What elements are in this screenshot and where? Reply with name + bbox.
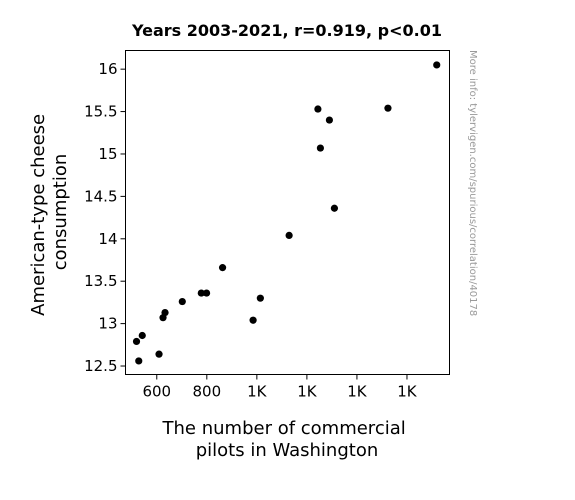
data-point xyxy=(249,316,257,324)
y-tick-label: 16 xyxy=(98,60,117,78)
data-point xyxy=(433,61,441,69)
data-point xyxy=(178,297,186,306)
data-point xyxy=(384,104,392,112)
y-tick-label: 13 xyxy=(98,315,117,333)
x-tick-label: 1K xyxy=(397,383,418,401)
data-point xyxy=(197,289,205,297)
data-point xyxy=(138,331,146,340)
x-axis-label: The number of commercial pilots in Washi… xyxy=(162,418,412,461)
data-point xyxy=(285,231,293,240)
data-point xyxy=(132,337,141,346)
watermark-text: More info: tylervigen.com/spurious/corre… xyxy=(467,50,478,316)
y-axis-label-line-1: American-type cheese xyxy=(28,114,49,316)
data-point xyxy=(155,350,163,358)
x-tick-label: 1K xyxy=(347,383,368,401)
x-axis-label-line-1: The number of commercial xyxy=(162,418,406,439)
data-point xyxy=(161,308,169,317)
x-tick-label: 1K xyxy=(247,383,268,401)
y-tick-label: 15 xyxy=(98,145,117,163)
y-tick-label: 12.5 xyxy=(84,357,117,375)
data-point xyxy=(330,204,339,212)
data-point xyxy=(325,116,334,124)
data-point xyxy=(256,294,264,302)
x-tick-label: 800 xyxy=(192,383,221,401)
x-tick-label: 600 xyxy=(142,383,171,401)
chart-title: Years 2003-2021, r=0.919, p<0.01 xyxy=(131,21,442,40)
data-point xyxy=(316,144,325,152)
x-tick-label: 1K xyxy=(297,383,318,401)
x-axis: 600 800 1K 1K 1K 1K xyxy=(142,374,418,401)
y-tick-label: 15.5 xyxy=(84,103,117,121)
plot-frame xyxy=(125,50,450,375)
data-point xyxy=(135,357,143,365)
x-axis-label-line-2: pilots in Washington xyxy=(196,440,379,461)
y-tick-label: 14.5 xyxy=(84,187,117,205)
y-axis: 12.5 13 13.5 14 14.5 15 15.5 16 xyxy=(84,60,126,375)
plot-area: 600 800 1K 1K 1K 1K 12.5 13 13.5 14 14.5 15 15.5 16 xyxy=(84,50,450,401)
data-points xyxy=(132,61,441,365)
y-axis-label-line-2: consumption xyxy=(50,154,71,271)
data-point xyxy=(314,105,322,113)
y-tick-label: 14 xyxy=(98,230,117,248)
y-axis-label: American-type cheese consumption xyxy=(28,108,71,316)
y-tick-label: 13.5 xyxy=(84,272,117,290)
data-point xyxy=(218,264,227,272)
data-point xyxy=(202,289,211,297)
